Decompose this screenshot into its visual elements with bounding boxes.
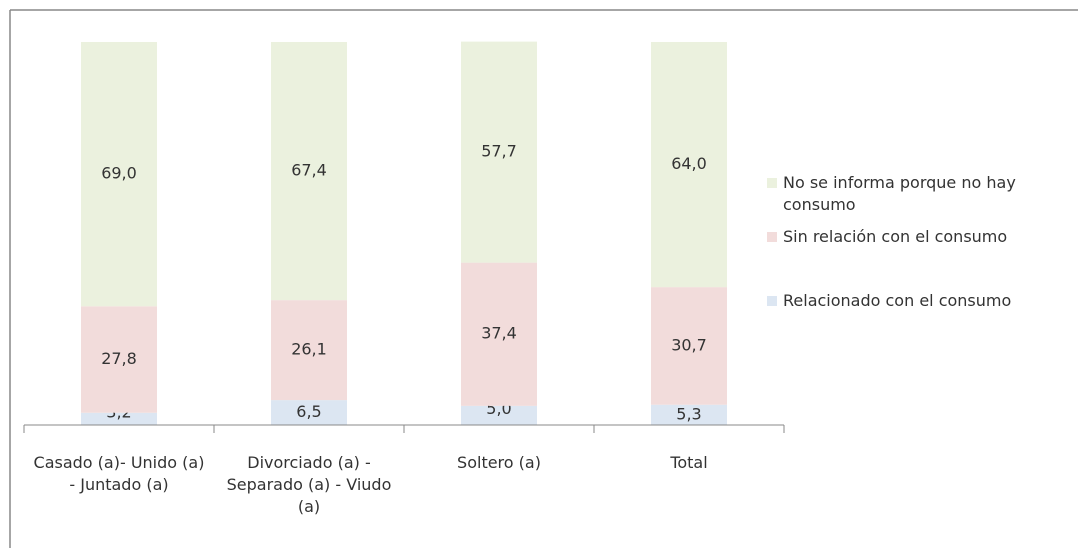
bar-segment [81, 412, 157, 425]
bar-segment [651, 42, 727, 288]
bar-segment [651, 404, 727, 425]
bar-segment [651, 287, 727, 405]
x-tick-label: Casado (a)- Unido (a) - Juntado (a) [33, 453, 205, 494]
data-label: 69,0 [101, 164, 137, 183]
x-tick-label: Total [670, 453, 708, 472]
bar-segment [271, 400, 347, 425]
data-label: 57,7 [481, 142, 517, 161]
legend-label: Sin relación con el consumo [783, 227, 1008, 246]
data-label: 6,5 [296, 402, 321, 421]
x-tick-label: Soltero (a) [457, 453, 541, 472]
legend-swatch [767, 296, 777, 306]
bar-segment [271, 300, 347, 401]
data-label: 5,3 [676, 404, 701, 423]
data-label: 27,8 [101, 349, 137, 368]
data-label: 37,4 [481, 324, 517, 343]
data-label: 26,1 [291, 340, 327, 359]
data-label: 64,0 [671, 154, 707, 173]
bar-segment [461, 262, 537, 406]
data-label: 67,4 [291, 161, 327, 180]
legend-item: Relacionado con el consumo [767, 290, 1078, 312]
bar-segment [271, 42, 347, 301]
bar-segment [461, 41, 537, 263]
bar-segment [81, 42, 157, 307]
legend-swatch [767, 178, 777, 188]
legend-label: No se informa porque no hay consumo [783, 173, 1016, 214]
legend-swatch [767, 232, 777, 242]
legend-label: Relacionado con el consumo [783, 291, 1012, 310]
bar-segment [461, 405, 537, 425]
legend-item: No se informa porque no hay consumo [767, 172, 1078, 216]
x-tick-label: Divorciado (a) - Separado (a) - Viudo (a… [226, 453, 392, 516]
legend-item: Sin relación con el consumo [767, 226, 1078, 248]
data-label: 30,7 [671, 335, 707, 354]
bar-segment [81, 306, 157, 413]
